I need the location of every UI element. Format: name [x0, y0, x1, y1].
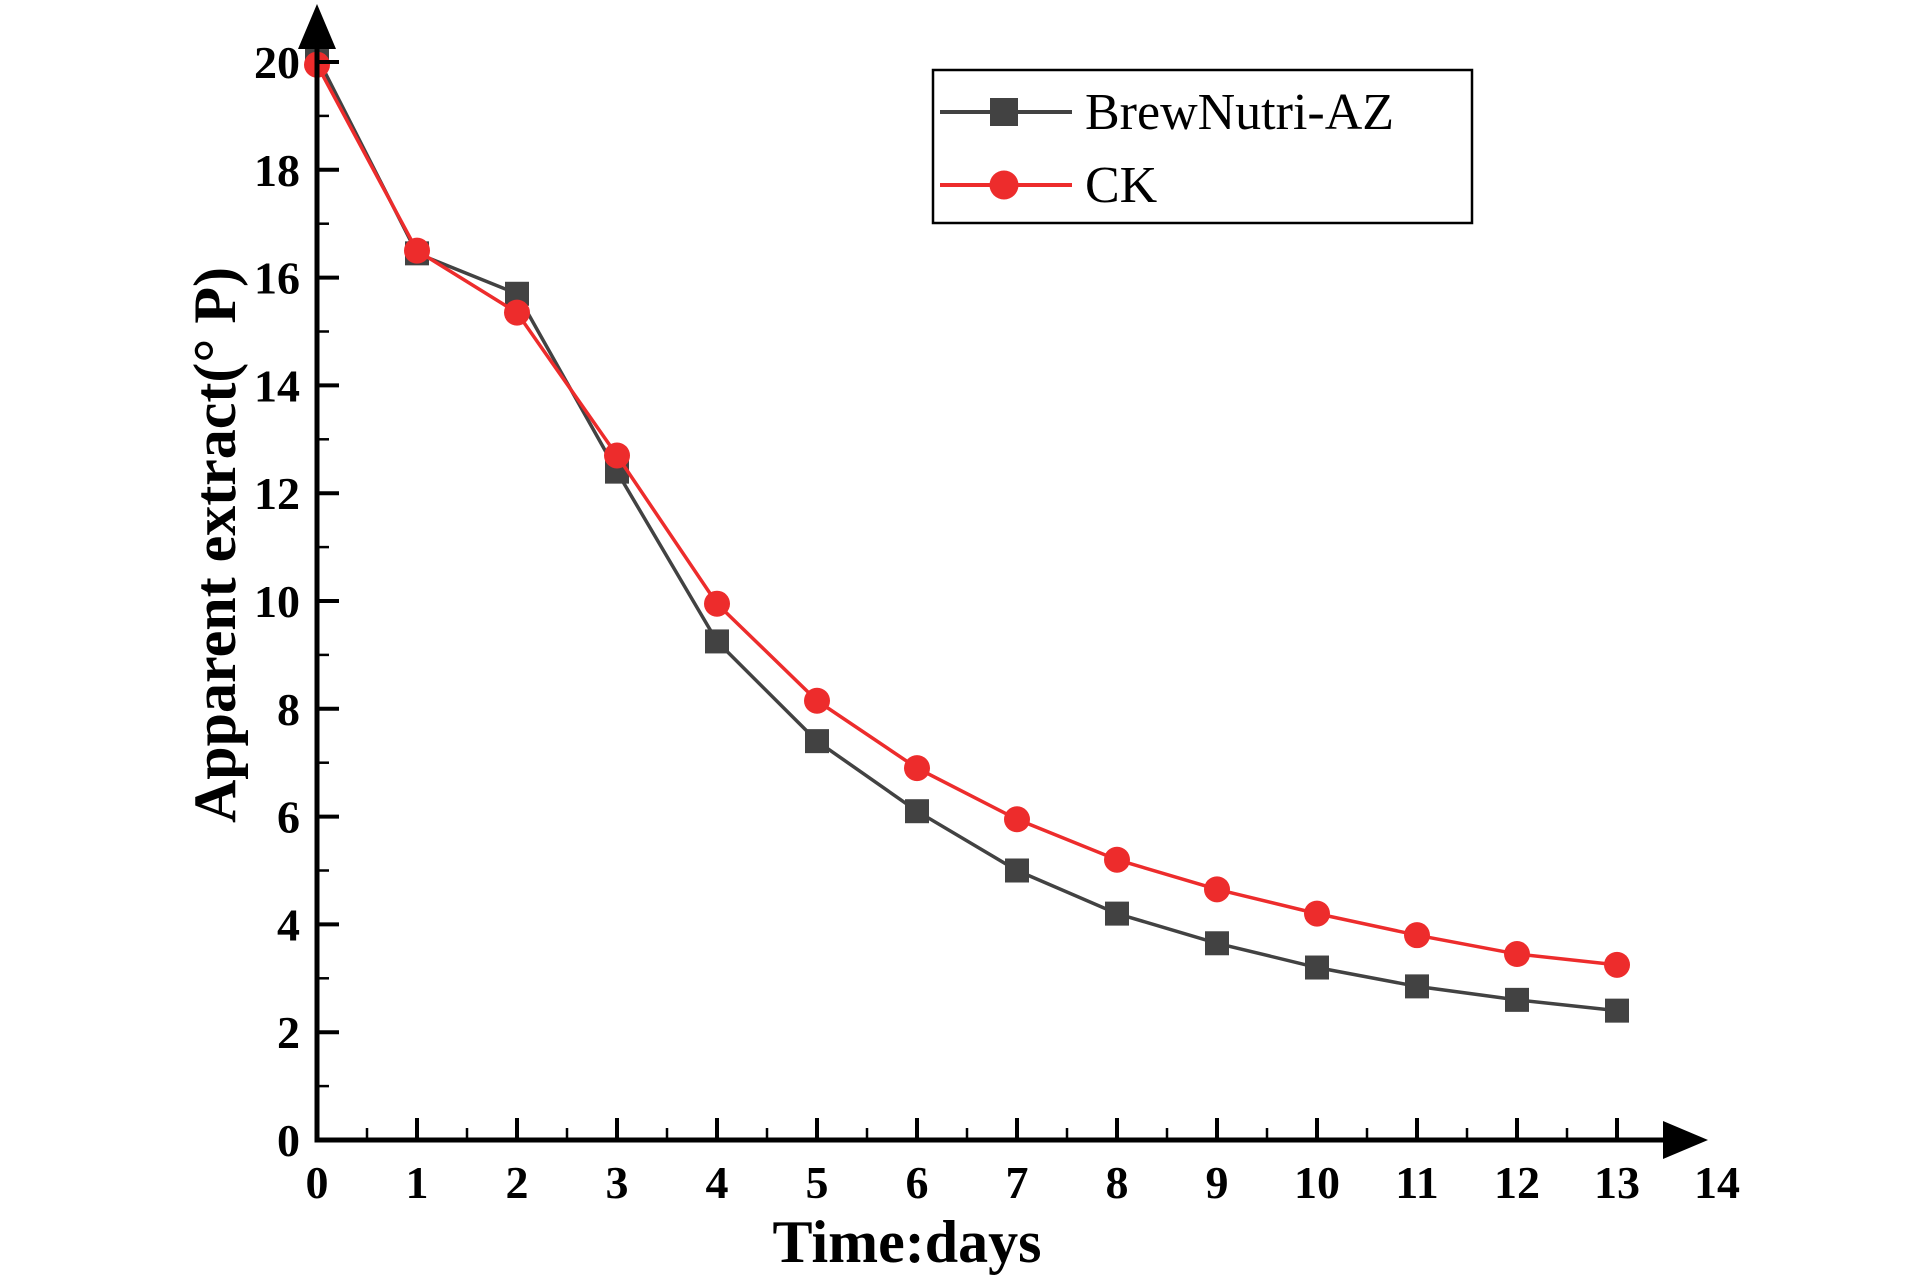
data-point-circle [1304, 900, 1330, 927]
y-tick-label: 10 [254, 576, 300, 627]
x-axis-title: Time:days [773, 1209, 1042, 1275]
data-point-circle [1404, 922, 1430, 949]
data-point-square [1105, 901, 1129, 926]
y-axis-title: Apparent extract(° P) [182, 267, 248, 823]
data-point-circle [404, 237, 430, 264]
legend-item-ck: CK [940, 157, 1158, 214]
y-tick-label: 4 [277, 899, 300, 950]
series-1 [304, 51, 1630, 978]
x-tick-label: 4 [706, 1157, 729, 1208]
data-point-circle [704, 590, 730, 617]
data-point-square [705, 629, 729, 654]
y-tick-label: 16 [254, 253, 300, 304]
legend-label-ck: CK [1085, 157, 1158, 214]
ticks-layer [318, 60, 1669, 1139]
data-point-square [1605, 998, 1629, 1023]
x-tick-label: 8 [1106, 1157, 1129, 1208]
data-point-circle [1004, 806, 1030, 833]
data-point-circle [504, 299, 530, 326]
data-point-circle [1204, 876, 1230, 903]
data-point-square [1305, 955, 1329, 980]
x-tick-label: 5 [806, 1157, 829, 1208]
y-tick-label: 18 [254, 145, 300, 196]
x-axis-arrow [1663, 1121, 1708, 1159]
data-point-circle [1604, 951, 1630, 978]
data-point-circle [1504, 941, 1530, 968]
data-point-square [1205, 931, 1229, 956]
data-point-circle [904, 755, 930, 782]
legend-circle-marker [989, 170, 1019, 200]
x-tick-label: 10 [1294, 1157, 1340, 1208]
data-point-square [805, 729, 829, 754]
data-point-square [1505, 987, 1529, 1012]
x-tick-label: 0 [306, 1157, 329, 1208]
data-point-square [1405, 974, 1429, 999]
data-point-circle [604, 442, 630, 469]
data-point-square [905, 799, 929, 824]
x-tick-label: 13 [1594, 1157, 1640, 1208]
data-point-circle [804, 687, 830, 714]
data-point-circle [1104, 846, 1130, 873]
x-tick-label: 9 [1206, 1157, 1229, 1208]
y-tick-label: 2 [277, 1007, 300, 1058]
series-line-1 [315, 63, 1618, 967]
x-tick-label: 11 [1395, 1157, 1438, 1208]
y-tick-label: 0 [277, 1115, 300, 1166]
axes-layer [298, 4, 1708, 1159]
series-line-0 [315, 55, 1618, 1013]
x-tick-label: 7 [1006, 1157, 1029, 1208]
x-tick-label: 2 [506, 1157, 529, 1208]
y-axis-arrow [298, 4, 336, 49]
legend-box [931, 68, 1474, 225]
x-tick-label: 3 [606, 1157, 629, 1208]
x-tick-label: 6 [906, 1157, 929, 1208]
x-tick-label: 1 [406, 1157, 429, 1208]
y-tick-label: 8 [277, 684, 300, 735]
y-tick-label: 12 [254, 468, 300, 519]
legend-square-marker [990, 98, 1018, 126]
y-tick-label: 6 [277, 792, 300, 843]
legend-label-brewnutri-az: BrewNutri-AZ [1085, 84, 1394, 141]
y-tick-label: 20 [254, 37, 300, 88]
legend: BrewNutri-AZ CK [931, 68, 1474, 225]
plot-series-layer [304, 44, 1630, 1023]
y-tick-label: 14 [254, 360, 300, 411]
data-point-square [1005, 858, 1029, 883]
legend-item-brewnutri-az: BrewNutri-AZ [940, 84, 1394, 141]
x-tick-label: 12 [1494, 1157, 1540, 1208]
x-tick-label: 14 [1694, 1157, 1740, 1208]
